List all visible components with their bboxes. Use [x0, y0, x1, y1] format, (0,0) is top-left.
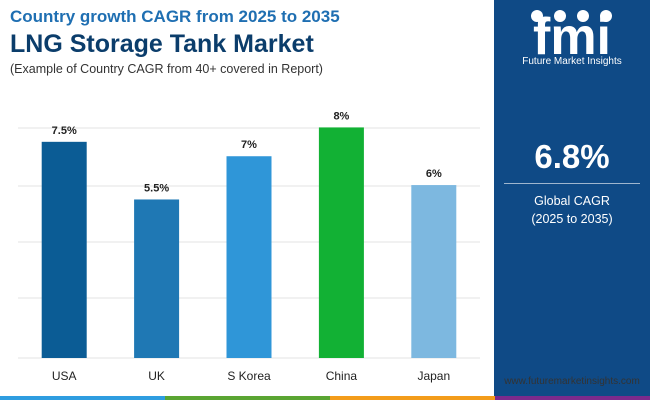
logo-dot-4 [600, 10, 612, 22]
bar-china [318, 127, 364, 358]
x-tick-label: USA [52, 369, 77, 383]
data-label: 8% [333, 110, 349, 122]
bottom-color-bar-1 [0, 396, 165, 400]
data-label: 7% [241, 139, 257, 151]
chart-note: (Example of Country CAGR from 40+ covere… [10, 62, 323, 76]
logo-dot-2 [554, 10, 566, 22]
global-cagr-label: Global CAGR (2025 to 2035) [494, 192, 650, 228]
website-link[interactable]: www.futuremarketinsights.com [504, 376, 640, 387]
x-tick-label: S Korea [227, 369, 271, 383]
bar-uk [134, 199, 180, 358]
divider [504, 183, 640, 184]
logo-caption: Future Market Insights [522, 56, 622, 67]
header: Country growth CAGR from 2025 to 2035 LN… [10, 6, 340, 77]
chart-subtitle: Country growth CAGR from 2025 to 2035 [10, 7, 340, 26]
bar-usa [41, 141, 87, 358]
bottom-color-bar-4 [495, 396, 650, 400]
logo-wordmark: fmi [533, 8, 611, 66]
logo-dot-3 [577, 10, 589, 22]
fmi-logo: fmi [531, 8, 612, 66]
logo-dot-1 [531, 10, 543, 22]
x-tick-label: China [326, 369, 358, 383]
bottom-color-bar-3 [330, 396, 495, 400]
bar-japan [411, 185, 457, 358]
data-label: 5.5% [144, 182, 169, 194]
bar-s-korea [226, 156, 272, 358]
x-tick-label: UK [148, 369, 165, 383]
data-label: 6% [426, 168, 442, 180]
bottom-color-bar-2 [165, 396, 330, 400]
x-tick-label: Japan [417, 369, 450, 383]
bar-chart: 7.5% USA 5.5% UK 7% S Korea 8% China 6% Japan [18, 110, 480, 383]
sidebar-panel: fmi Future Market Insights 6.8% Global C… [494, 0, 650, 400]
global-cagr-label-line2: (2025 to 2035) [531, 212, 613, 226]
data-label: 7.5% [52, 125, 77, 137]
global-cagr-value: 6.8% [534, 138, 610, 175]
global-cagr-label-line1: Global CAGR [534, 194, 610, 208]
chart-title: LNG Storage Tank Market [10, 30, 314, 58]
